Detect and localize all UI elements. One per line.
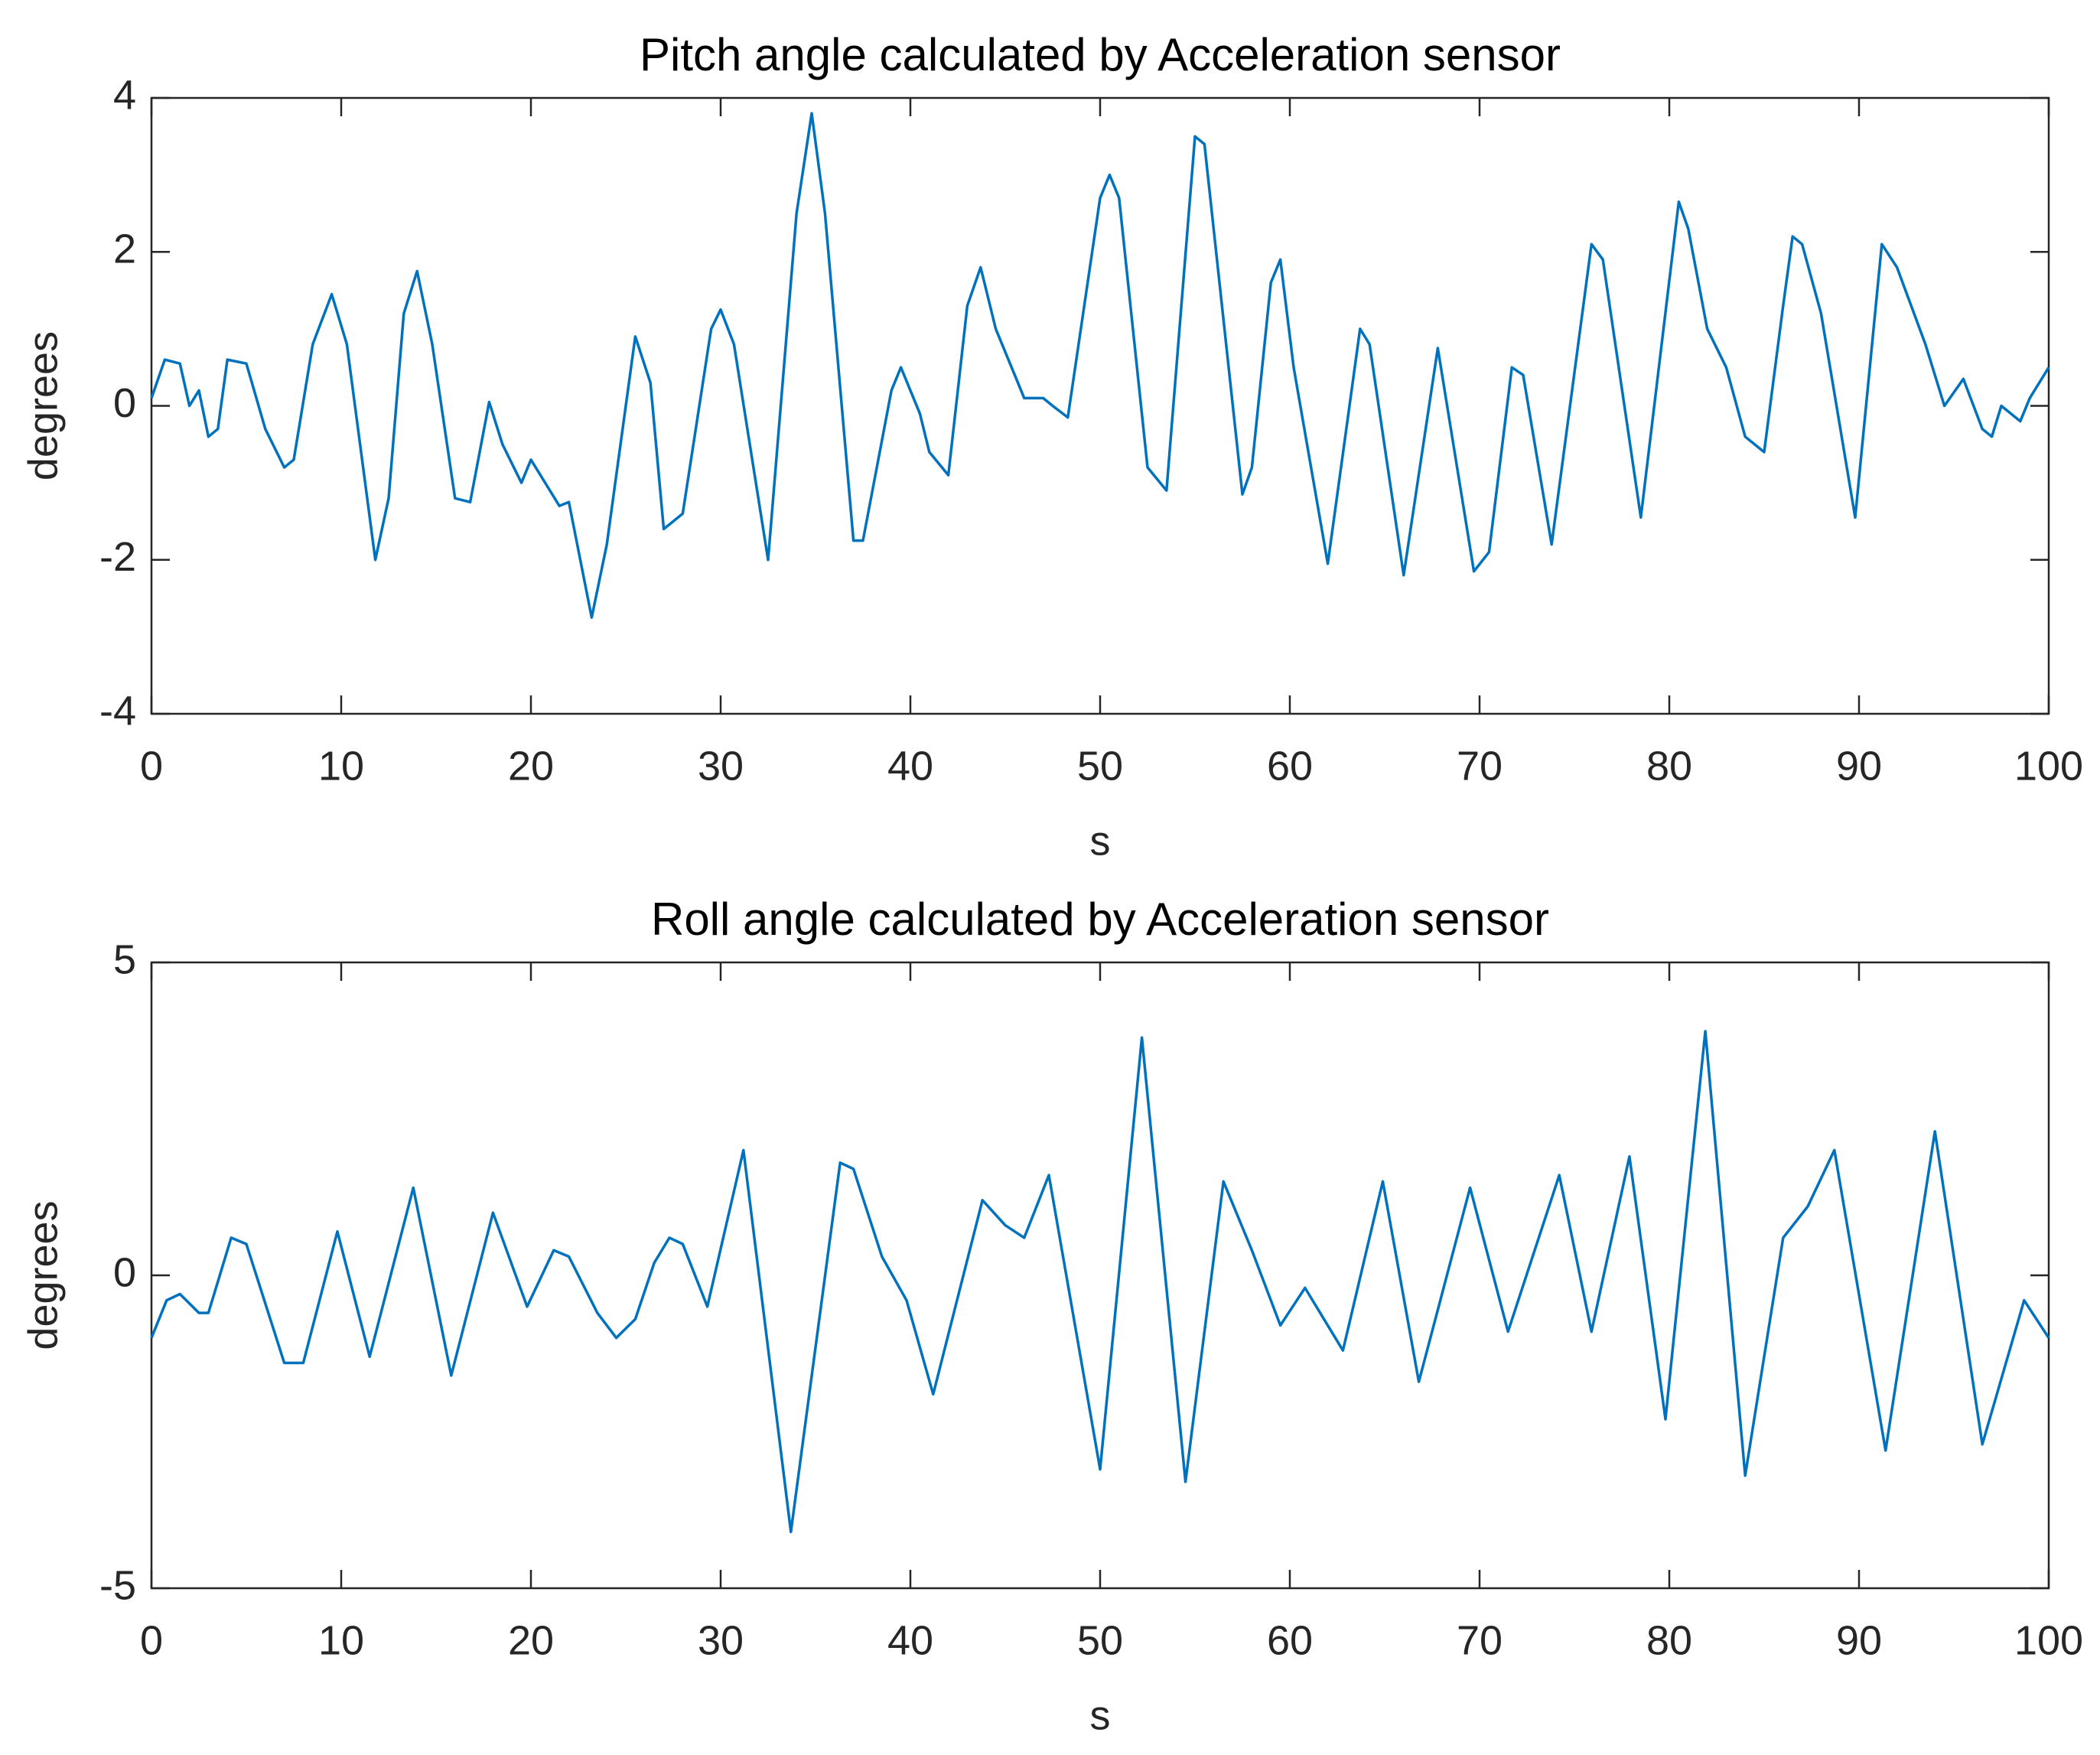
- y-tick-label: 0: [113, 380, 136, 426]
- axes-box: [150, 96, 2050, 715]
- x-axis-label: s: [1090, 818, 1111, 864]
- y-axis-label: degrees: [20, 331, 66, 480]
- x-tick-label: 20: [508, 743, 554, 789]
- x-tick-label: 20: [508, 1617, 554, 1663]
- x-tick-label: 50: [1077, 1617, 1123, 1663]
- y-tick-label: -5: [99, 1562, 136, 1608]
- axes-box: [150, 961, 2050, 1590]
- x-tick-label: 70: [1457, 1617, 1503, 1663]
- chart-title: Roll angle calculated by Acceleration se…: [651, 894, 1549, 945]
- x-tick-label: 10: [318, 1617, 364, 1663]
- x-tick-label: 0: [140, 1617, 163, 1663]
- x-tick-label: 80: [1646, 743, 1692, 789]
- x-tick-label: 60: [1267, 743, 1313, 789]
- x-tick-label: 60: [1267, 1617, 1313, 1663]
- x-tick-label: 40: [887, 1617, 933, 1663]
- chart-title: Pitch angle calculated by Acceleration s…: [640, 29, 1561, 80]
- x-tick-label: 90: [1836, 743, 1882, 789]
- data-line: [150, 1030, 2050, 1534]
- x-tick-label: 0: [140, 743, 163, 789]
- x-tick-label: 100: [2014, 1617, 2083, 1663]
- y-tick-label: -2: [99, 534, 136, 580]
- x-tick-label: 10: [318, 743, 364, 789]
- x-tick-label: 90: [1836, 1617, 1882, 1663]
- y-tick-label: 4: [113, 72, 136, 118]
- x-tick-label: 50: [1077, 743, 1123, 789]
- x-tick-label: 30: [698, 743, 744, 789]
- data-line: [150, 112, 2050, 619]
- y-tick-label: -4: [99, 688, 136, 734]
- x-tick-label: 70: [1457, 743, 1503, 789]
- y-tick-label: 5: [113, 936, 136, 982]
- y-axis-label: degrees: [20, 1200, 66, 1350]
- y-tick-label: 2: [113, 226, 136, 272]
- x-tick-label: 80: [1646, 1617, 1692, 1663]
- x-tick-label: 40: [887, 743, 933, 789]
- x-tick-label: 100: [2014, 743, 2083, 789]
- y-tick-label: 0: [113, 1249, 136, 1295]
- x-tick-label: 30: [698, 1617, 744, 1663]
- x-axis-label: s: [1090, 1692, 1111, 1738]
